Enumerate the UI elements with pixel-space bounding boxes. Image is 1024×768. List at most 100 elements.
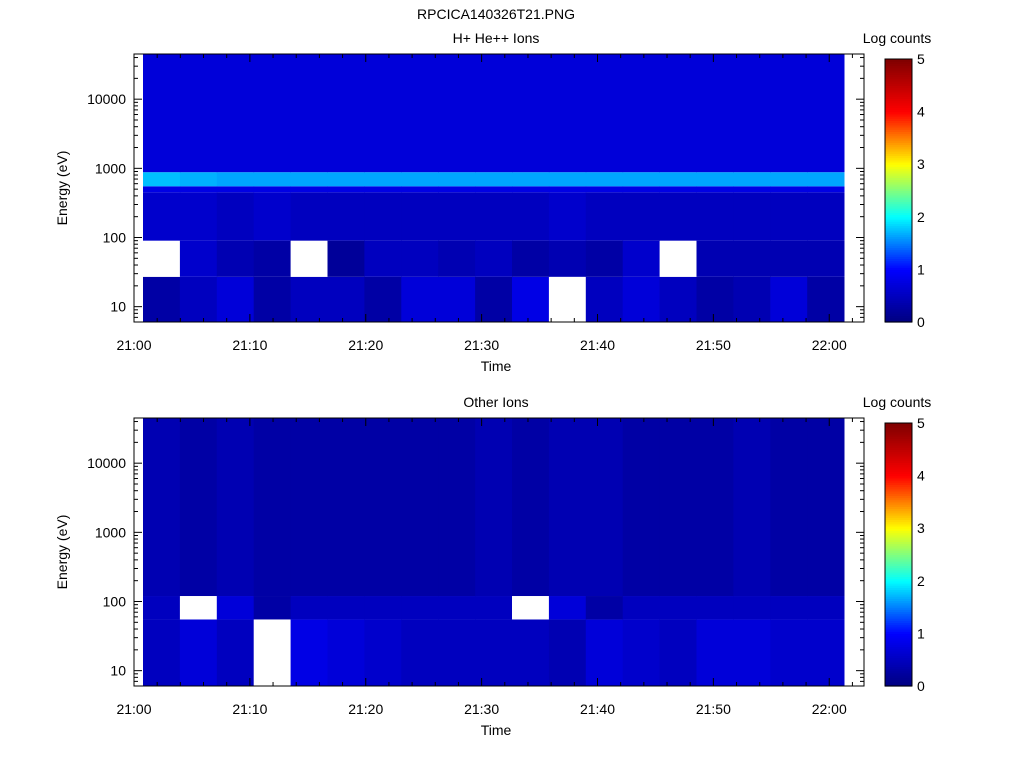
- heatmap-cell: [143, 186, 181, 193]
- heatmap-cell: [512, 276, 550, 322]
- colorbar-swatch: [885, 275, 912, 279]
- heatmap-cell: [475, 596, 513, 620]
- heatmap-cell: [327, 240, 365, 277]
- heatmap-cell: [475, 192, 513, 241]
- x-tick-label: 21:20: [348, 701, 383, 717]
- heatmap-cell: [364, 186, 402, 193]
- heatmap-cell: [290, 186, 328, 193]
- colorbar-swatch: [885, 269, 912, 273]
- colorbar-swatch: [885, 140, 912, 143]
- heatmap-cell: [585, 619, 624, 686]
- heatmap-cell: [216, 172, 255, 187]
- colorbar-swatch: [885, 661, 912, 665]
- x-axis-label: Time: [481, 358, 512, 374]
- colorbar-swatch: [885, 83, 912, 86]
- heatmap-cell: [475, 418, 513, 597]
- colorbar-swatch: [885, 431, 912, 435]
- heatmap-cell: [179, 54, 218, 173]
- heatmap-cell: [696, 172, 734, 187]
- colorbar-swatch: [885, 251, 912, 255]
- x-tick-label: 21:50: [696, 701, 731, 717]
- heatmap-cell: [290, 418, 328, 597]
- colorbar-swatch: [885, 300, 912, 303]
- heatmap-cell: [696, 596, 734, 620]
- colorbar-swatch: [885, 578, 912, 582]
- panel-title: Other Ions: [463, 394, 528, 410]
- heatmap-cell: [659, 240, 697, 277]
- colorbar-swatch: [885, 109, 912, 113]
- heatmap-cell: [143, 276, 181, 322]
- colorbar-swatch: [885, 440, 912, 444]
- colorbar-swatch: [885, 271, 912, 275]
- x-tick-label: 21:40: [580, 701, 615, 717]
- heatmap-cell: [290, 240, 328, 277]
- colorbar-swatch: [885, 223, 912, 227]
- colorbar-swatch: [885, 591, 912, 595]
- heatmap-cell: [364, 619, 402, 686]
- colorbar-swatch: [885, 240, 912, 244]
- heatmap-cell: [733, 276, 771, 322]
- heatmap-cell: [512, 418, 550, 597]
- colorbar-swatch: [885, 192, 912, 196]
- colorbar-swatch: [885, 455, 912, 459]
- colorbar: 0 1 2 3 4 5: [884, 415, 925, 694]
- colorbar-swatch: [885, 453, 912, 457]
- heatmap-cell: [438, 172, 476, 187]
- colorbar-swatch: [885, 451, 912, 455]
- colorbar-swatch: [885, 126, 912, 130]
- heatmap-cell: [770, 418, 808, 597]
- y-tick-label: 100: [103, 593, 127, 609]
- colorbar-swatch: [885, 683, 912, 687]
- heatmap-cell: [733, 172, 771, 187]
- colorbar-swatch: [885, 657, 912, 661]
- panel-title: H+ He++ Ions: [453, 30, 540, 46]
- heatmap-cell: [290, 192, 328, 241]
- heatmap-cell: [807, 192, 845, 241]
- heatmap-cell: [216, 276, 255, 322]
- colorbar-swatch: [885, 146, 912, 150]
- colorbar-swatch: [885, 523, 912, 527]
- heatmap-cell: [475, 54, 513, 173]
- colorbar-swatch: [885, 225, 912, 229]
- colorbar-swatch: [885, 153, 912, 157]
- heatmap-cell: [438, 240, 476, 277]
- colorbar-swatch: [885, 668, 912, 672]
- heatmap-cell: [548, 172, 587, 187]
- colorbar-swatch: [885, 626, 912, 630]
- colorbar-swatch: [885, 580, 912, 584]
- heatmap-cell: [770, 240, 808, 277]
- colorbar-swatch: [885, 98, 912, 102]
- colorbar-swatch: [885, 135, 912, 139]
- colorbar-swatch: [885, 556, 912, 560]
- colorbar-swatch: [885, 672, 912, 676]
- colorbar-swatch: [885, 245, 912, 249]
- colorbar-tick-label: 1: [917, 261, 925, 277]
- colorbar-swatch: [885, 488, 912, 492]
- colorbar-swatch: [885, 490, 912, 494]
- x-tick-label: 21:00: [116, 701, 151, 717]
- heatmap-cell: [585, 54, 624, 173]
- colorbar-swatch: [885, 493, 912, 496]
- heatmap-cell: [438, 54, 476, 173]
- y-tick-label: 100: [103, 229, 127, 245]
- heatmap-cell: [216, 192, 255, 241]
- colorbar-swatch: [885, 611, 912, 615]
- colorbar-swatch: [885, 464, 912, 468]
- colorbar-swatch: [885, 159, 912, 163]
- heatmap-cell: [548, 186, 587, 193]
- colorbar-swatch: [885, 572, 912, 575]
- colorbar-swatch: [885, 247, 912, 251]
- colorbar-swatch: [885, 197, 912, 200]
- colorbar-swatch: [885, 593, 912, 597]
- heatmap-cell: [143, 172, 181, 187]
- colorbar-swatch: [885, 186, 912, 189]
- colorbar-swatch: [885, 317, 912, 321]
- heatmap-cell: [364, 596, 402, 620]
- colorbar-swatch: [885, 482, 912, 485]
- heatmap-cell: [143, 418, 181, 597]
- colorbar-swatch: [885, 85, 912, 89]
- colorbar-swatch: [885, 69, 912, 73]
- colorbar-swatch: [885, 471, 912, 475]
- colorbar-tick-label: 3: [917, 156, 925, 172]
